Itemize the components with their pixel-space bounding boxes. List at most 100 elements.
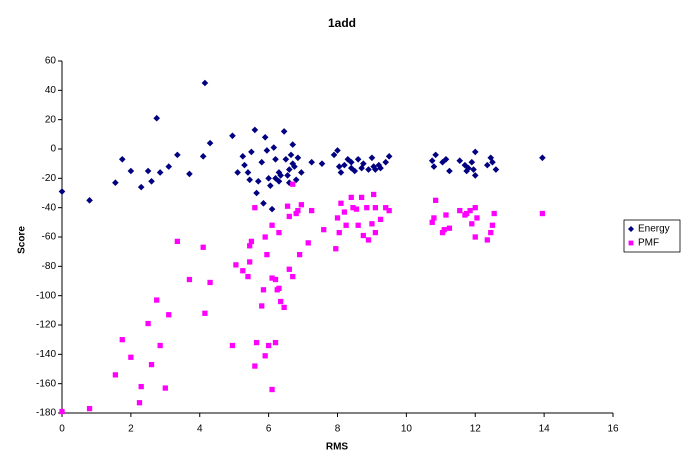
point — [262, 353, 268, 359]
point — [200, 244, 206, 250]
point — [365, 237, 372, 243]
point — [360, 160, 367, 167]
point — [144, 167, 152, 175]
point — [253, 189, 260, 197]
point — [467, 207, 473, 214]
point — [464, 210, 470, 217]
point — [240, 268, 246, 274]
x-tick-label: 2 — [128, 424, 134, 435]
x-tick-label: 6 — [266, 424, 272, 435]
point — [153, 114, 161, 122]
point — [290, 181, 296, 187]
point — [270, 144, 278, 151]
point — [491, 210, 497, 217]
point — [350, 205, 356, 211]
point — [261, 133, 269, 141]
point — [118, 155, 126, 163]
point — [119, 337, 125, 343]
point — [229, 132, 236, 140]
point — [442, 155, 450, 163]
point — [269, 275, 275, 281]
point — [318, 160, 326, 167]
point — [386, 207, 392, 214]
point — [276, 229, 282, 236]
point — [539, 210, 546, 217]
point — [186, 170, 193, 178]
point — [263, 147, 271, 154]
legend-marker — [628, 226, 634, 232]
point — [145, 320, 151, 327]
point — [272, 339, 279, 346]
point — [446, 167, 453, 175]
point — [244, 169, 252, 176]
point — [247, 259, 253, 265]
point — [471, 172, 479, 179]
point — [484, 161, 491, 169]
y-tick-label: -40 — [42, 202, 57, 213]
point — [287, 151, 295, 159]
point — [432, 151, 439, 159]
point — [156, 169, 164, 176]
point — [280, 128, 288, 135]
point — [282, 155, 290, 163]
point — [247, 243, 253, 249]
point — [360, 232, 366, 239]
point — [137, 183, 145, 191]
point — [347, 158, 355, 166]
point — [372, 205, 379, 211]
point — [272, 155, 279, 163]
point — [371, 191, 377, 198]
point — [276, 285, 282, 291]
point — [186, 276, 193, 283]
point — [253, 339, 260, 346]
point — [286, 213, 292, 220]
point — [354, 155, 362, 163]
point — [431, 215, 437, 221]
point — [128, 354, 134, 360]
point — [293, 210, 299, 217]
point — [269, 222, 275, 228]
point — [382, 158, 390, 166]
point — [284, 203, 291, 209]
x-tick-label: 12 — [470, 424, 482, 435]
point — [127, 167, 135, 175]
point — [165, 163, 173, 170]
point — [474, 215, 480, 221]
point — [296, 251, 303, 258]
point — [321, 227, 327, 233]
point — [368, 154, 376, 162]
point — [372, 166, 379, 173]
y-tick-label: -20 — [42, 173, 57, 184]
point — [248, 238, 255, 245]
point — [277, 172, 284, 179]
point — [269, 386, 275, 393]
point — [364, 205, 370, 211]
point — [260, 199, 267, 207]
point — [272, 175, 279, 182]
point — [138, 383, 144, 390]
point — [290, 273, 296, 280]
point — [162, 385, 168, 391]
point — [86, 197, 93, 204]
y-tick-label: -180 — [36, 408, 56, 419]
point — [272, 276, 279, 283]
point — [343, 222, 349, 228]
point — [457, 207, 463, 214]
point — [136, 400, 143, 406]
point — [234, 169, 241, 176]
point — [369, 221, 375, 227]
point — [112, 179, 119, 187]
point — [265, 175, 272, 182]
point — [385, 153, 393, 160]
point — [289, 141, 297, 148]
point — [298, 169, 305, 176]
legend-label: PMF — [638, 238, 659, 249]
point — [233, 262, 239, 268]
x-axis-label: RMS — [326, 442, 349, 453]
legend-marker — [628, 240, 634, 246]
point — [254, 177, 262, 185]
point — [330, 151, 338, 159]
point — [295, 207, 301, 214]
point — [262, 234, 268, 240]
point — [347, 164, 355, 172]
